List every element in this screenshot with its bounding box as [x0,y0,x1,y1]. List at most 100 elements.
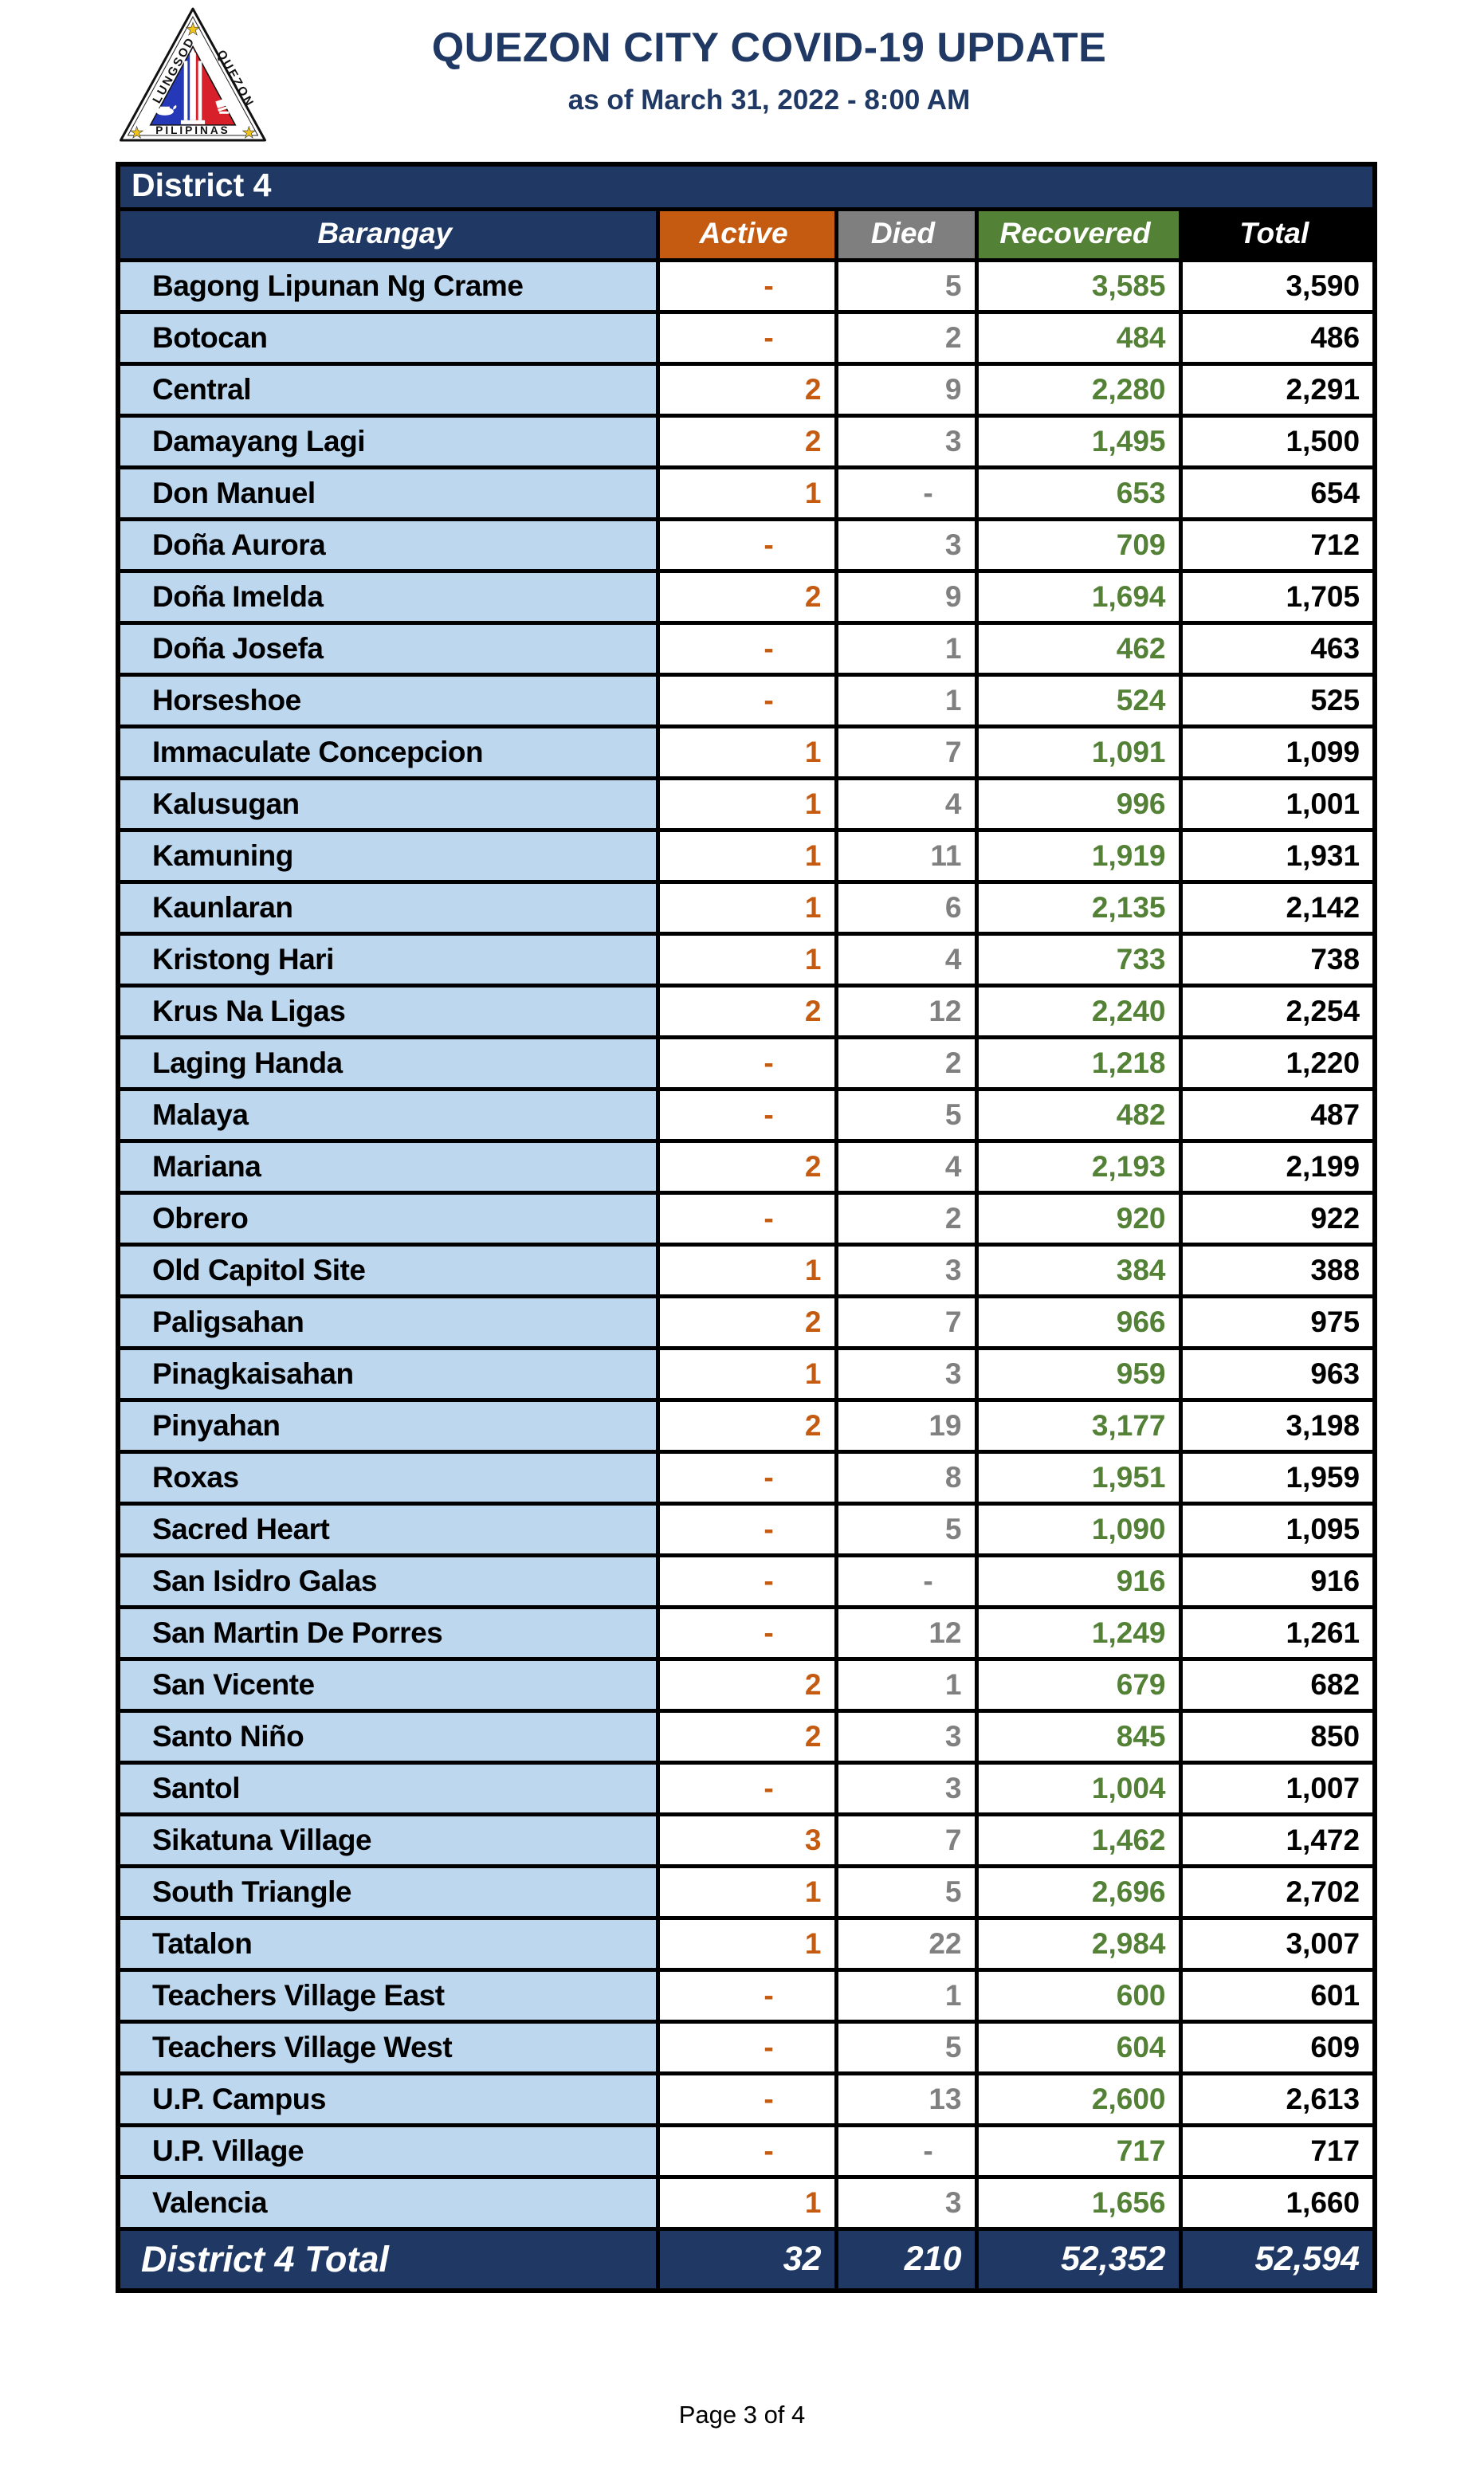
cell-barangay: San Isidro Galas [116,1553,660,1609]
cell-barangay: Damayang Lagi [116,414,660,469]
cell-total: 975 [1178,1294,1377,1350]
cell-total: 717 [1178,2123,1377,2179]
cell-total: 738 [1178,932,1377,988]
column-header-total: Total [1178,207,1377,262]
cell-barangay: Kamuning [116,828,660,884]
cell-barangay: U.P. Village [116,2123,660,2179]
table-row: Doña Josefa -1 462 463 [116,621,1377,677]
cell-active: 1 [655,776,838,832]
cell-died: - [834,2123,979,2179]
table-row: Obrero -2 920 922 [116,1191,1377,1247]
cell-recovered: 653 [974,465,1183,521]
cell-active: 1 [655,1864,838,1920]
cell-total: 601 [1178,1968,1377,2024]
cell-active: 2 [655,1294,838,1350]
report-header: QUEZON CITY COVID-19 UPDATE as of March … [27,24,1484,116]
cell-barangay: Roxas [116,1450,660,1506]
total-recovered-value: 52,352 [974,2227,1183,2292]
cell-active: - [655,1191,838,1247]
cell-active: - [655,1553,838,1609]
cell-died: 3 [834,2175,979,2231]
cell-active: 2 [655,1657,838,1713]
cell-total: 1,220 [1178,1035,1377,1091]
cell-died: 1 [834,621,979,677]
table-row: Roxas -8 1,951 1,959 [116,1450,1377,1506]
cell-recovered: 2,280 [974,362,1183,418]
table-row: U.P. Village - -717 717 [116,2123,1377,2179]
table-row: South Triangle 1 5 2,696 2,702 [116,1864,1377,1920]
cell-died: - [834,465,979,521]
cell-total: 525 [1178,673,1377,728]
cell-recovered: 916 [974,1553,1183,1609]
cell-died: 1 [834,1657,979,1713]
cell-recovered: 1,694 [974,569,1183,625]
table-row: Sacred Heart -5 1,090 1,095 [116,1502,1377,1557]
cell-active: 1 [655,828,838,884]
cell-died: 7 [834,1812,979,1868]
cell-active: 2 [655,1139,838,1195]
cell-total: 1,001 [1178,776,1377,832]
cell-died: 5 [834,2020,979,2075]
cell-died: 3 [834,1761,979,1816]
cell-active: 2 [655,414,838,469]
cell-total: 2,254 [1178,984,1377,1039]
table-row: U.P. Campus -13 2,600 2,613 [116,2071,1377,2127]
table-row: Laging Handa -2 1,218 1,220 [116,1035,1377,1091]
cell-barangay: Sacred Heart [116,1502,660,1557]
table-row: San Vicente 2 1 679 682 [116,1657,1377,1713]
cell-died: - [834,1553,979,1609]
cell-active: 2 [655,1398,838,1454]
table-row: Pinagkaisahan 1 3 959 963 [116,1346,1377,1402]
cell-recovered: 1,951 [974,1450,1183,1506]
page-subtitle: as of March 31, 2022 - 8:00 AM [567,84,971,116]
cell-died: 2 [834,1191,979,1247]
table-row: Immaculate Concepcion 1 7 1,091 1,099 [116,724,1377,780]
cell-recovered: 2,600 [974,2071,1183,2127]
total-died-value: 210 [834,2227,979,2292]
cell-total: 1,705 [1178,569,1377,625]
covid-table: District 4 Barangay Active Died Recovere… [116,162,1378,2293]
cell-barangay: San Martin De Porres [116,1605,660,1661]
cell-recovered: 2,135 [974,880,1183,936]
column-header-active: Active [655,207,838,262]
cell-total: 1,500 [1178,414,1377,469]
cell-total: 1,959 [1178,1450,1377,1506]
cell-barangay: Krus Na Ligas [116,984,660,1039]
table-row: Central 2 9 2,280 2,291 [116,362,1377,418]
column-header-died: Died [834,207,979,262]
cell-died: 12 [834,1605,979,1661]
cell-barangay: Botocan [116,310,660,366]
cell-died: 9 [834,569,979,625]
cell-active: 1 [655,1346,838,1402]
cell-total: 850 [1178,1709,1377,1765]
cell-died: 8 [834,1450,979,1506]
cell-recovered: 604 [974,2020,1183,2075]
cell-active: - [655,1035,838,1091]
cell-active: 1 [655,2175,838,2231]
table-row: Botocan -2 484 486 [116,310,1377,366]
cell-recovered: 482 [974,1087,1183,1143]
cell-active: - [655,2020,838,2075]
cell-died: 2 [834,310,979,366]
cell-barangay: Teachers Village West [116,2020,660,2075]
cell-recovered: 2,240 [974,984,1183,1039]
table-row: Horseshoe -1 524 525 [116,673,1377,728]
cell-died: 3 [834,1243,979,1298]
table-row: Teachers Village East -1 600 601 [116,1968,1377,2024]
cell-active: 1 [655,932,838,988]
cell-barangay: Laging Handa [116,1035,660,1091]
cell-barangay: Pinagkaisahan [116,1346,660,1402]
cell-recovered: 920 [974,1191,1183,1247]
cell-barangay: Obrero [116,1191,660,1247]
cell-recovered: 1,090 [974,1502,1183,1557]
cell-barangay: Central [116,362,660,418]
cell-recovered: 959 [974,1346,1183,1402]
monument-icon [180,48,206,124]
cell-barangay: South Triangle [116,1864,660,1920]
cell-barangay: Sikatuna Village [116,1812,660,1868]
table-row: Santo Niño 2 3 845 850 [116,1709,1377,1765]
cell-died: 3 [834,1709,979,1765]
cell-active: - [655,621,838,677]
cell-total: 1,007 [1178,1761,1377,1816]
cell-recovered: 996 [974,776,1183,832]
